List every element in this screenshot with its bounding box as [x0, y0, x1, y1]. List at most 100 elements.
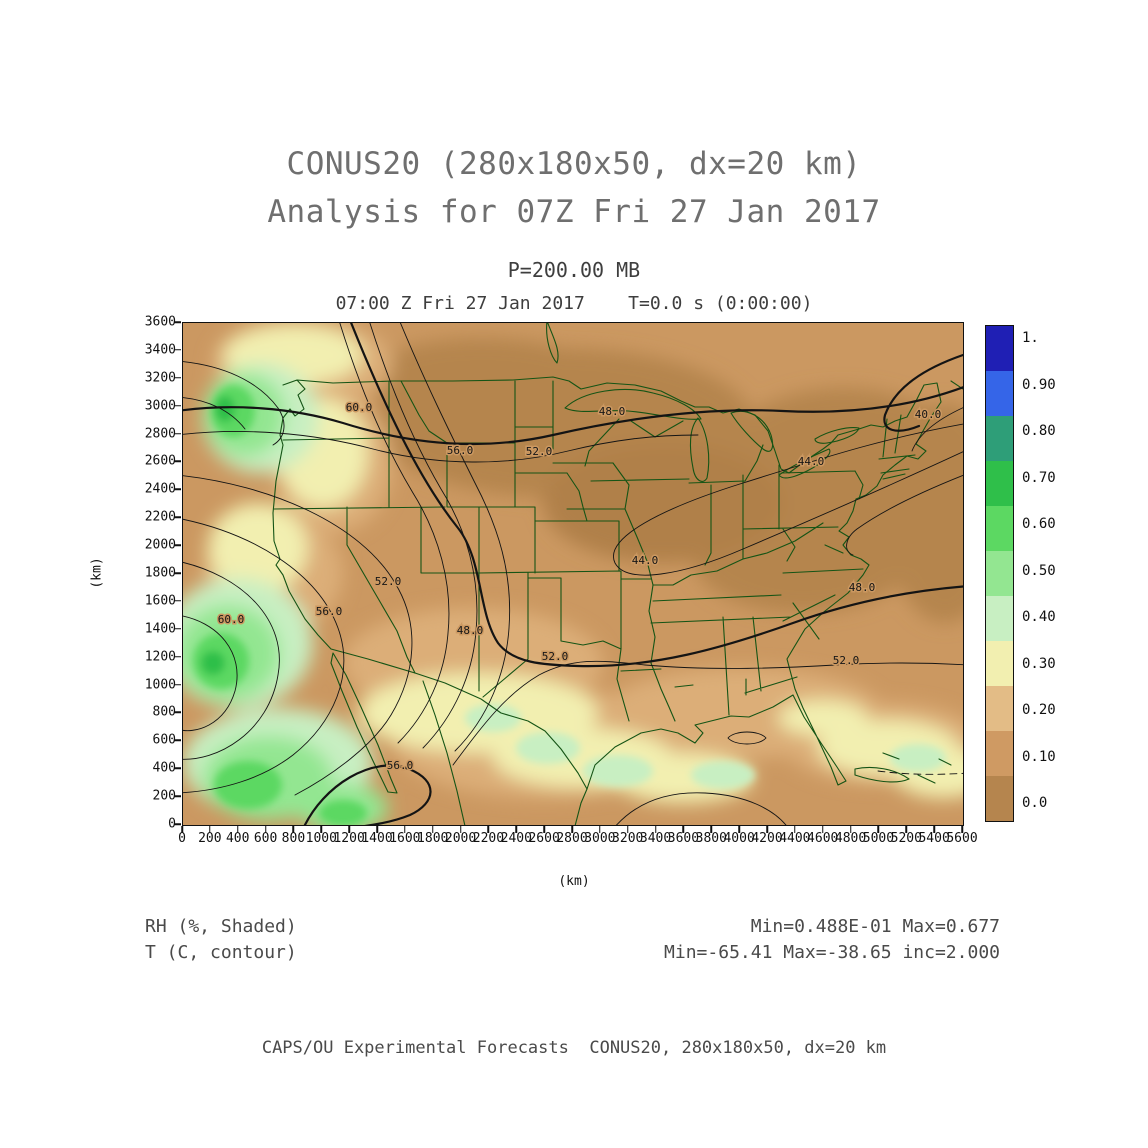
x-tick-label: 5400 — [918, 831, 950, 846]
contour-label: 48.0 — [457, 624, 484, 637]
x-tick-mark — [654, 826, 657, 833]
contour-label: 52.0 — [833, 654, 860, 667]
colorbar-cell — [986, 371, 1013, 416]
y-tick-mark — [174, 795, 181, 797]
y-tick-label: 800 — [152, 704, 176, 720]
contour-label: 52.0 — [526, 445, 553, 458]
x-tick-mark — [849, 826, 852, 833]
main-title-line1: CONUS20 (280x180x50, dx=20 km) — [286, 146, 862, 182]
colorbar-tick-label: 0.70 — [1022, 469, 1056, 486]
x-tick-label: 3000 — [584, 831, 616, 846]
y-tick-label: 2000 — [144, 537, 176, 553]
y-tick-label: 2400 — [144, 481, 176, 497]
y-tick-label: 3000 — [144, 398, 176, 414]
colorbar-cell — [986, 461, 1013, 506]
contour-field-stats: Min=-65.41 Max=-38.65 inc=2.000 — [664, 942, 1000, 963]
x-tick-mark — [264, 826, 267, 833]
x-tick-mark — [599, 826, 601, 833]
x-tick-label: 2000 — [444, 831, 477, 846]
y-tick-label: 1400 — [144, 621, 176, 637]
y-tick-label: 2600 — [144, 453, 176, 469]
x-tick-label: 600 — [253, 831, 278, 846]
x-tick-label: 3400 — [639, 831, 672, 846]
colorbar-tick-label: 0.60 — [1022, 516, 1056, 532]
lake-superior — [564, 388, 702, 420]
x-tick-mark — [626, 826, 629, 833]
x-tick-mark — [905, 826, 908, 833]
x-tick-label: 2200 — [472, 831, 505, 846]
lake-ontario — [814, 427, 860, 444]
y-tick-label: 1800 — [144, 565, 176, 581]
x-tick-mark — [209, 826, 211, 833]
x-tick-label: 5600 — [946, 831, 978, 846]
y-tick-label: 600 — [152, 732, 176, 748]
lake-erie — [778, 448, 831, 479]
x-tick-label: 3600 — [667, 831, 700, 846]
contour-label: 44.0 — [798, 455, 825, 468]
x-tick-label: 5200 — [890, 831, 922, 846]
contour-label: 56.0 — [316, 605, 343, 618]
x-tick-mark — [376, 826, 378, 833]
island-outlines — [882, 380, 963, 784]
y-tick-label: 1000 — [144, 677, 176, 693]
colorbar-labels: 1. 0.90 0.80 0.70 0.60 0.50 0.40 0.30 0.20 0.10 0.… — [1022, 325, 1082, 820]
x-axis-ticks: 0 200 400 600 800 1000 1200 1400 1600 1800 2000 220… — [178, 831, 978, 849]
y-tick-mark — [174, 432, 181, 435]
map-plot-svg: 60.0 56.0 52.0 48.0 40.0 44.0 44.0 48.0 52.0 52.0… — [183, 323, 963, 825]
y-tick-label: 1200 — [144, 649, 176, 665]
y-tick-mark — [174, 767, 181, 769]
x-tick-label: 1600 — [389, 831, 421, 846]
x-tick-label: 1800 — [417, 831, 449, 846]
colorbar-tick-label: 0.80 — [1022, 423, 1056, 439]
x-tick-mark — [571, 826, 573, 833]
contour-label: 60.0 — [218, 613, 245, 626]
y-tick-label: 3600 — [144, 314, 176, 330]
x-tick-label: 4600 — [807, 831, 839, 846]
x-tick-label: 200 — [198, 831, 222, 846]
colorbar — [985, 325, 1014, 822]
y-tick-label: 400 — [152, 760, 176, 776]
y-axis-unit-label: (km) — [89, 557, 105, 589]
colorbar-tick-label: 0.30 — [1022, 655, 1056, 672]
y-tick-mark — [174, 711, 181, 714]
x-tick-mark — [236, 826, 239, 833]
x-tick-label: 3800 — [695, 831, 727, 846]
y-tick-label: 1600 — [144, 593, 176, 609]
colorbar-tick-label: 0.10 — [1022, 748, 1056, 765]
contour-label: 52.0 — [375, 575, 402, 588]
y-tick-mark — [174, 655, 181, 658]
x-tick-mark — [292, 826, 295, 833]
contour-label: 48.0 — [599, 405, 626, 418]
rh-shading-layer — [183, 323, 963, 825]
main-title-line2: Analysis for 07Z Fri 27 Jan 2017 — [267, 194, 881, 230]
contour-label: 60.0 — [346, 401, 373, 414]
y-tick-label: 3200 — [144, 370, 176, 386]
pressure-level-label: P=200.00 MB — [507, 258, 641, 282]
x-tick-mark — [710, 826, 713, 833]
shaded-field-stats: Min=0.488E-01 Max=0.677 — [750, 916, 1000, 937]
x-tick-label: 800 — [281, 831, 306, 846]
y-tick-mark — [174, 544, 181, 546]
y-tick-mark — [174, 628, 181, 630]
x-tick-label: 4400 — [779, 831, 811, 846]
x-tick-mark — [181, 826, 183, 833]
y-tick-mark — [174, 404, 181, 407]
x-tick-label: 1200 — [333, 831, 365, 846]
y-tick-mark — [174, 823, 181, 825]
colorbar-cell — [986, 731, 1013, 776]
valid-time-label: 07:00 Z Fri 27 Jan 2017 T=0.0 s (0:00:00… — [335, 293, 813, 314]
colorbar-tick-label: 0.20 — [1022, 702, 1056, 718]
contour-label: 40.0 — [915, 408, 942, 421]
x-tick-label: 4000 — [723, 831, 755, 846]
x-tick-mark — [821, 826, 824, 833]
lake-winnipeg — [546, 323, 559, 364]
mexico-gulf-coast — [574, 788, 588, 825]
rh-shading-detail-layer — [193, 385, 946, 825]
x-tick-mark — [794, 826, 796, 833]
mexico-west-coast — [422, 680, 466, 825]
x-tick-mark — [515, 826, 518, 833]
y-tick-label: 0 — [168, 816, 176, 832]
colorbar-cell — [986, 641, 1013, 686]
contour-labels-layer: 60.0 56.0 52.0 48.0 40.0 44.0 44.0 48.0 52.0 52.0… — [216, 400, 943, 774]
